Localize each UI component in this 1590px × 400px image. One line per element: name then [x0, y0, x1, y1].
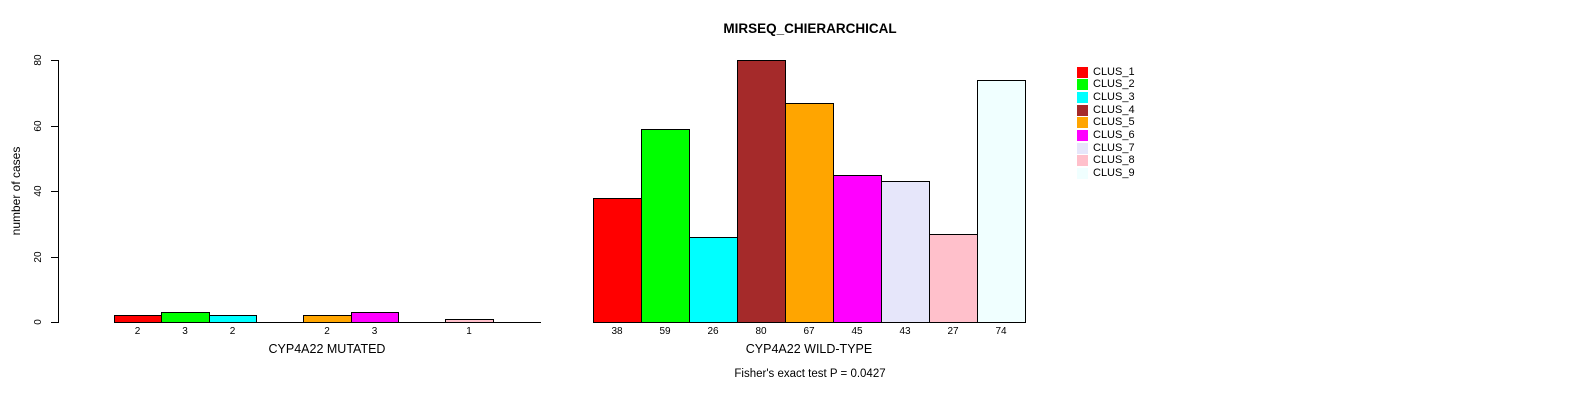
legend-label-clus_3: CLUS_3	[1093, 90, 1135, 103]
bar-clus_5	[785, 103, 834, 323]
bar-value-label: 2	[324, 326, 330, 337]
y-axis-tick	[51, 126, 58, 127]
chart-title: MIRSEQ_CHIERARCHICAL	[723, 21, 897, 36]
legend-label-clus_7: CLUS_7	[1093, 141, 1135, 154]
group-label-wild-type: CYP4A22 WILD-TYPE	[745, 342, 873, 356]
legend-swatch-clus_3	[1077, 91, 1088, 103]
bar-clus_4	[737, 60, 786, 323]
bar-clus_1	[593, 198, 642, 323]
y-axis-tick-label: 20	[33, 251, 44, 263]
y-axis-tick	[51, 257, 58, 258]
group-label-mutated: CYP4A22 MUTATED	[268, 342, 386, 356]
bar-clus_1	[114, 315, 162, 323]
bar-value-label: 43	[899, 326, 911, 337]
bar-clus_2	[641, 129, 690, 323]
legend-label-clus_1: CLUS_1	[1093, 65, 1135, 78]
y-axis-tick-label: 60	[33, 120, 44, 132]
y-axis-tick	[51, 60, 58, 61]
bar-value-label: 67	[803, 326, 815, 337]
bar-value-label: 38	[611, 326, 623, 337]
bar-value-label: 3	[371, 326, 378, 337]
y-axis-tick	[51, 191, 58, 192]
bar-clus_8	[929, 234, 978, 323]
legend-swatch-clus_2	[1077, 79, 1088, 91]
legend-swatch-clus_9	[1077, 168, 1088, 180]
legend-swatch-clus_1	[1077, 66, 1088, 78]
bar-clus_3	[209, 315, 257, 323]
y-axis-tick-label: 0	[33, 319, 44, 325]
bar-value-label: 74	[995, 326, 1007, 337]
legend-swatch-clus_4	[1077, 104, 1088, 116]
bar-value-label: 1	[466, 326, 472, 337]
legend-swatch-clus_5	[1077, 117, 1088, 129]
fisher-test-annotation: Fisher's exact test P = 0.0427	[734, 368, 886, 380]
legend-label-clus_9: CLUS_9	[1093, 167, 1135, 180]
legend-swatch-clus_8	[1077, 155, 1088, 167]
bar-clus_6	[351, 312, 399, 323]
y-axis-line	[58, 60, 59, 323]
y-axis-tick-label: 40	[33, 185, 44, 197]
bar-clus_2	[161, 312, 210, 323]
legend-label-clus_5: CLUS_5	[1093, 116, 1135, 129]
bar-clus_8	[445, 319, 494, 323]
y-axis-tick-label: 80	[33, 54, 44, 66]
bar-clus_6	[833, 175, 882, 323]
bar-clus_7	[881, 181, 930, 323]
legend-label-clus_6: CLUS_6	[1093, 129, 1135, 141]
y-axis-label: number of cases	[9, 146, 23, 236]
bar-value-label: 45	[851, 326, 863, 337]
legend-label-clus_8: CLUS_8	[1093, 154, 1135, 167]
y-axis-tick	[51, 322, 58, 323]
bar-value-label: 2	[229, 326, 236, 337]
bar-value-label: 59	[659, 326, 671, 337]
bar-value-label: 26	[707, 326, 719, 337]
bar-clus_5	[303, 315, 352, 323]
bar-value-label: 2	[134, 326, 141, 337]
legend-label-clus_4: CLUS_4	[1093, 103, 1135, 116]
bar-clus_9	[977, 80, 1026, 323]
bar-clus_3	[689, 237, 738, 323]
bar-value-label: 27	[947, 326, 959, 337]
bar-value-label: 3	[182, 326, 188, 337]
bar-value-label: 80	[755, 326, 767, 337]
legend-swatch-clus_6	[1077, 130, 1088, 141]
legend-swatch-clus_7	[1077, 142, 1088, 154]
legend-label-clus_2: CLUS_2	[1093, 78, 1135, 91]
